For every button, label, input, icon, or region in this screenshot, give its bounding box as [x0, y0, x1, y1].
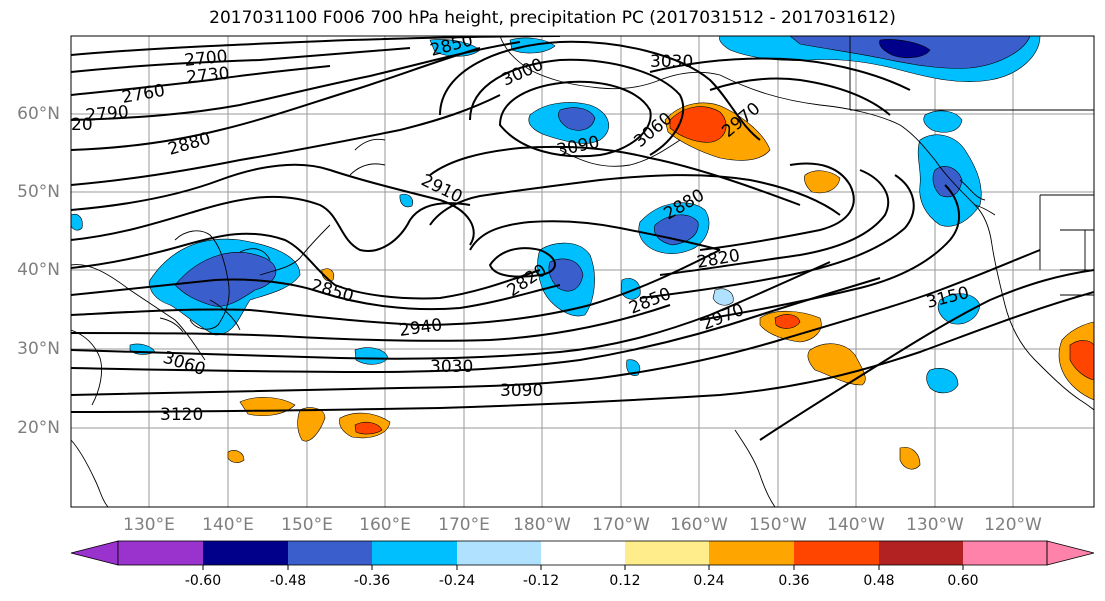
lon-label: 180°W — [513, 515, 571, 535]
colorbar-tick-label: -0.48 — [269, 573, 307, 589]
colorbar-low-extend — [70, 540, 119, 566]
map-frame — [70, 35, 1095, 508]
colorbar-segment — [541, 541, 625, 565]
colorbar-segment — [372, 541, 457, 565]
contour-label: 3030 — [430, 357, 473, 377]
precip-positive-shading — [227, 102, 1094, 470]
colorbar-segment — [288, 541, 372, 565]
lon-label: 160°E — [359, 515, 411, 535]
coastlines — [71, 36, 1094, 507]
contour-label: 2700 — [183, 47, 228, 71]
colorbar-segment — [203, 541, 288, 565]
lat-label: 20°N — [17, 418, 60, 438]
lon-label: 170°E — [438, 515, 490, 535]
colorbar-tick-label: -0.24 — [438, 573, 476, 589]
lat-label: 30°N — [17, 339, 60, 359]
map-panel: 2700 2730 2760 2790 20 2880 2910 2850 29… — [71, 36, 1094, 507]
contour-label: 2730 — [185, 64, 230, 88]
precip-negative-shading — [71, 36, 1041, 394]
lon-label: 150°E — [281, 515, 333, 535]
lon-label: 120°W — [984, 515, 1042, 535]
height-contours — [71, 36, 1094, 441]
lon-label: 150°W — [749, 515, 807, 535]
colorbar-segment — [963, 541, 1047, 565]
map-title: 2017031100 F006 700 hPa height, precipit… — [209, 8, 896, 28]
colorbar-tick-label: -0.60 — [184, 573, 222, 589]
lon-label: 130°E — [123, 515, 175, 535]
lat-label: 40°N — [17, 260, 60, 280]
contour-label: 20 — [71, 115, 93, 135]
lon-label: 160°W — [670, 515, 728, 535]
colorbar-segment — [457, 541, 541, 565]
contour-label: 3030 — [650, 52, 693, 72]
lon-label: 130°W — [906, 515, 964, 535]
colorbar-segment — [709, 541, 794, 565]
colorbar-high-extend — [1046, 540, 1095, 566]
colorbar-segment — [794, 541, 879, 565]
contour-label: 3090 — [500, 381, 543, 401]
colorbar-tick-label: -0.12 — [522, 573, 560, 589]
colorbar-tick-label: 0.24 — [693, 573, 725, 589]
colorbar-tick-label: -0.36 — [353, 573, 391, 589]
colorbar-segment — [879, 541, 963, 565]
colorbar-tick-label: 0.60 — [947, 573, 979, 589]
contour-label: 2790 — [85, 102, 130, 126]
colorbar-tick-label: 0.36 — [778, 573, 810, 589]
colorbar — [70, 540, 1095, 570]
lon-label: 140°W — [827, 515, 885, 535]
colorbar-tick-label: 0.12 — [609, 573, 641, 589]
lat-label: 60°N — [17, 104, 60, 124]
lat-label: 50°N — [17, 182, 60, 202]
colorbar-tick-label: 0.48 — [863, 573, 895, 589]
colorbar-segment — [118, 541, 203, 565]
lon-label: 170°W — [592, 515, 650, 535]
contour-label: 3120 — [160, 405, 203, 425]
colorbar-segment — [625, 541, 709, 565]
lon-label: 140°E — [202, 515, 254, 535]
